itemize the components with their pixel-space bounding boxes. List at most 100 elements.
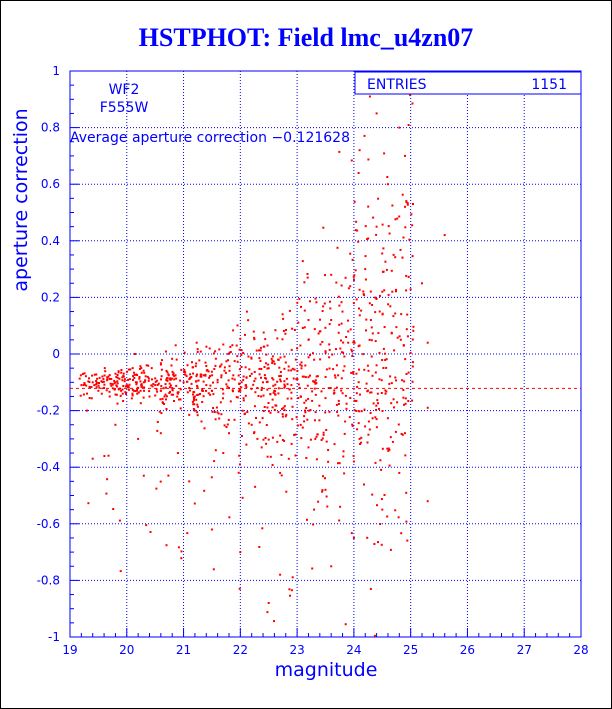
data-point: [95, 383, 98, 386]
data-point: [373, 543, 376, 545]
data-point: [147, 379, 150, 382]
data-point: [115, 384, 118, 387]
data-point: [139, 389, 142, 392]
data-point: [338, 462, 341, 465]
data-point: [147, 377, 150, 380]
data-point: [329, 307, 332, 310]
data-point: [250, 372, 253, 375]
data-point: [393, 406, 395, 409]
data-point: [317, 332, 320, 335]
x-tick-label: 28: [573, 643, 588, 657]
data-point: [370, 355, 373, 358]
data-point: [290, 384, 293, 387]
data-point: [369, 319, 372, 321]
data-point: [349, 252, 352, 255]
data-point: [411, 380, 414, 383]
data-point: [241, 435, 243, 437]
data-point: [161, 397, 164, 400]
data-point: [192, 372, 195, 375]
data-point: [352, 454, 355, 457]
data-point: [307, 446, 310, 449]
data-point: [333, 392, 336, 394]
data-point: [269, 393, 272, 395]
data-point: [143, 389, 145, 392]
data-point: [233, 360, 236, 363]
data-point: [199, 393, 201, 395]
data-point: [301, 327, 304, 329]
data-point: [335, 386, 338, 389]
data-point: [113, 382, 116, 385]
data-point: [120, 389, 123, 392]
data-point: [174, 344, 177, 347]
data-point: [295, 416, 298, 419]
stats-entries-value: 1151: [531, 77, 567, 93]
data-point: [144, 379, 147, 382]
data-point: [337, 374, 340, 377]
data-point: [121, 376, 124, 379]
data-point: [249, 375, 252, 377]
data-point: [210, 528, 213, 531]
data-point: [394, 430, 397, 433]
data-point: [406, 313, 409, 316]
data-point: [320, 390, 323, 393]
data-point: [227, 379, 230, 382]
data-point: [400, 532, 403, 535]
data-point: [305, 407, 308, 409]
data-point: [172, 373, 175, 376]
data-point: [279, 471, 282, 474]
data-point: [238, 348, 241, 351]
data-point: [195, 362, 198, 365]
data-point: [336, 410, 339, 413]
data-point: [327, 460, 330, 463]
data-point: [200, 373, 203, 376]
data-point: [166, 371, 169, 374]
data-point: [287, 369, 290, 372]
data-point: [364, 255, 367, 258]
data-point: [239, 389, 242, 392]
data-point: [131, 394, 134, 397]
data-point: [165, 369, 168, 372]
data-point: [244, 394, 247, 397]
data-point: [366, 536, 369, 539]
data-point: [367, 158, 370, 161]
data-point: [139, 380, 142, 383]
data-point: [254, 377, 257, 380]
data-point: [426, 406, 429, 409]
data-point: [307, 319, 310, 321]
data-point: [282, 406, 285, 409]
data-point: [258, 421, 261, 424]
data-point: [321, 310, 324, 312]
data-point: [394, 312, 397, 315]
data-point: [176, 395, 179, 398]
data-point: [389, 436, 392, 439]
data-point: [283, 380, 286, 383]
data-point: [229, 345, 232, 348]
data-point: [288, 388, 291, 391]
data-point: [252, 330, 255, 333]
data-point: [201, 401, 204, 403]
data-point: [237, 471, 240, 474]
data-point: [124, 385, 127, 388]
data-point: [193, 403, 196, 406]
data-point: [292, 377, 295, 380]
data-point: [347, 330, 350, 333]
data-point: [172, 393, 175, 396]
data-point: [225, 426, 228, 428]
data-point: [296, 369, 299, 372]
data-point: [209, 393, 212, 396]
data-point: [337, 295, 340, 298]
data-point: [209, 375, 211, 378]
data-point: [212, 393, 215, 396]
data-point: [334, 376, 337, 379]
data-point: [374, 311, 377, 314]
data-point: [119, 570, 122, 573]
data-point: [383, 494, 386, 496]
data-point: [273, 620, 275, 623]
data-point: [375, 404, 378, 407]
data-point: [260, 376, 262, 379]
data-point: [236, 355, 239, 358]
data-point: [142, 381, 145, 384]
data-point: [188, 413, 191, 416]
data-point: [385, 390, 388, 393]
data-point: [154, 380, 157, 383]
